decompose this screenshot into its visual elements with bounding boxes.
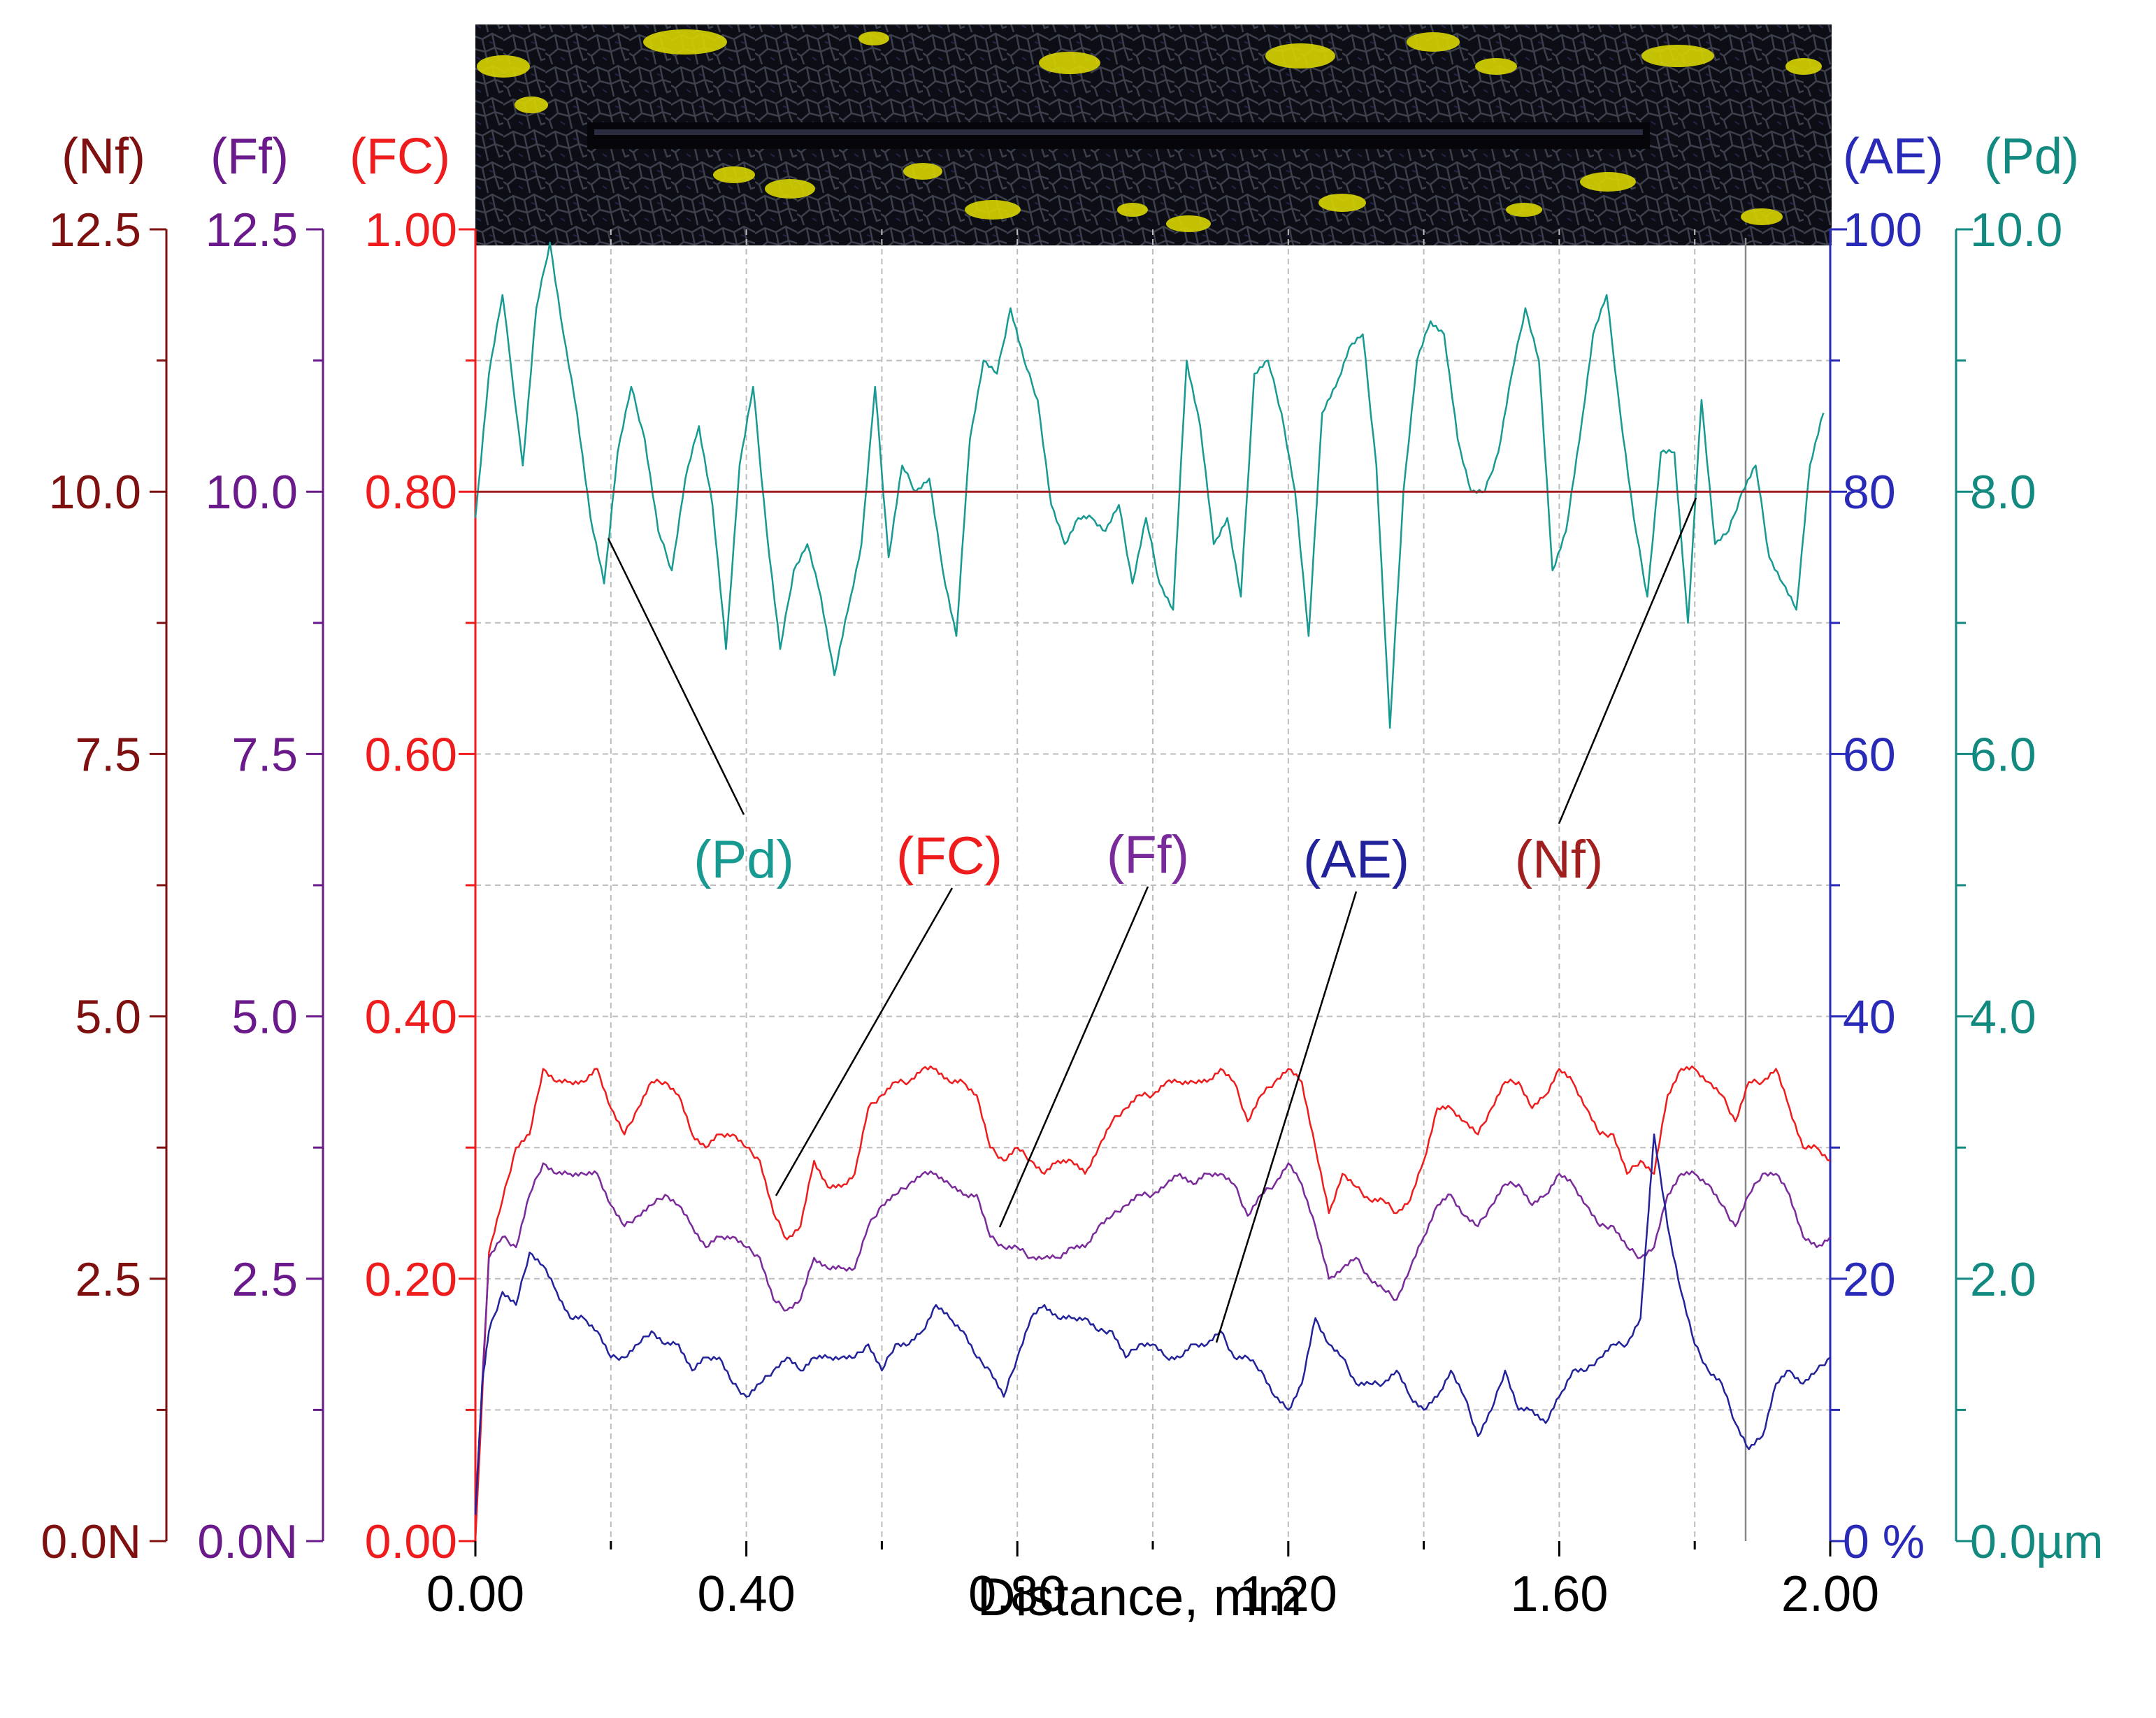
- fc-tick-label: 0.00: [365, 1515, 457, 1568]
- series-callout-label: (Nf): [1515, 830, 1604, 889]
- series-callout-label: (Ff): [1107, 825, 1189, 885]
- series-callout-label: (Pd): [693, 830, 794, 889]
- ae-series-line: [474, 1133, 1831, 1515]
- ae-tick-label: 100: [1843, 203, 1922, 257]
- x-tick-label: 1.60: [1510, 1566, 1608, 1622]
- pd-axis-header: (Pd): [1984, 129, 2079, 185]
- x-axis-title: Distance, mm: [977, 1568, 1302, 1627]
- nf-tick-label: 10.0: [49, 466, 141, 519]
- pd-tick-label: 8.0: [1970, 466, 2036, 519]
- x-tick-label: 0.40: [698, 1566, 796, 1622]
- nf-tick-label: 7.5: [75, 728, 141, 781]
- left-axes: 0.0N 2.5 5.0 7.5 10.0 12.5 0.0N 2.5 5.0 7.5 10.0 12…: [41, 203, 475, 1568]
- nf-tick-label: 0.0N: [41, 1515, 141, 1568]
- pd-tick-label: 2.0: [1970, 1253, 2036, 1306]
- ff-series-line: [474, 1162, 1832, 1510]
- callout-leader-line: [1215, 891, 1358, 1343]
- fc-tick-label: 0.60: [365, 728, 457, 781]
- ff-axis-header: (Ff): [210, 129, 289, 185]
- pd-tick-label: 0.0µm: [1970, 1515, 2103, 1568]
- ae-tick-label: 0 %: [1843, 1515, 1925, 1568]
- axis-headers: (Nf) (Ff) (FC) (AE) (Pd): [62, 129, 2079, 185]
- x-tick-label: 1.20: [1239, 1566, 1337, 1622]
- ae-tick-label: 20: [1843, 1253, 1896, 1306]
- micrograph-image: [475, 24, 1832, 245]
- series-lines: [474, 241, 1832, 1542]
- nf-tick-label: 5.0: [75, 991, 141, 1044]
- pd-series-line: [474, 241, 1825, 729]
- nf-tick-label: 2.5: [75, 1253, 141, 1306]
- ff-tick-label: 5.0: [231, 991, 298, 1044]
- ff-tick-label: 10.0: [206, 466, 298, 519]
- ff-tick-label: 2.5: [231, 1253, 298, 1306]
- ff-tick-label: 0.0N: [197, 1515, 298, 1568]
- x-axis: Distance, mm 0.00 0.40 0.80 1.20 1.60 2.00: [426, 1541, 1879, 1627]
- ae-tick-label: 40: [1843, 991, 1896, 1044]
- x-tick-label: 2.00: [1781, 1566, 1879, 1622]
- fc-tick-label: 0.20: [365, 1253, 457, 1306]
- series-callout-label: (AE): [1303, 830, 1409, 889]
- right-axes: 0 % 20 40 60 80 100 0.0µm 2.0 4.0 6.0 8.0 10.0: [1830, 203, 2103, 1568]
- fc-tick-label: 0.80: [365, 466, 457, 519]
- ae-tick-label: 60: [1843, 728, 1896, 781]
- fc-series-line: [474, 1065, 1831, 1542]
- callout-leader-line: [998, 886, 1149, 1228]
- x-tick-label: 0.80: [968, 1566, 1066, 1622]
- x-tick-label: 0.00: [426, 1566, 524, 1622]
- fc-tick-label: 1.00: [365, 203, 457, 257]
- ff-tick-label: 7.5: [231, 728, 298, 781]
- pd-tick-label: 6.0: [1970, 728, 2036, 781]
- fc-axis-header: (FC): [350, 129, 450, 185]
- nf-axis-header: (Nf): [62, 129, 145, 185]
- ae-tick-label: 80: [1843, 466, 1896, 519]
- nf-tick-label: 12.5: [49, 203, 141, 257]
- series-callouts: (Pd) (FC) (Ff) (AE) (Nf): [607, 497, 1697, 1343]
- ff-tick-label: 12.5: [206, 203, 298, 257]
- pd-tick-label: 10.0: [1970, 203, 2062, 257]
- fc-tick-label: 0.40: [365, 991, 457, 1044]
- pd-tick-label: 4.0: [1970, 991, 2036, 1044]
- ae-axis-header: (AE): [1843, 129, 1943, 185]
- callout-leader-line: [775, 887, 954, 1196]
- callout-leader-line: [607, 538, 745, 815]
- callout-leader-line: [1558, 497, 1697, 824]
- series-callout-label: (FC): [896, 826, 1002, 886]
